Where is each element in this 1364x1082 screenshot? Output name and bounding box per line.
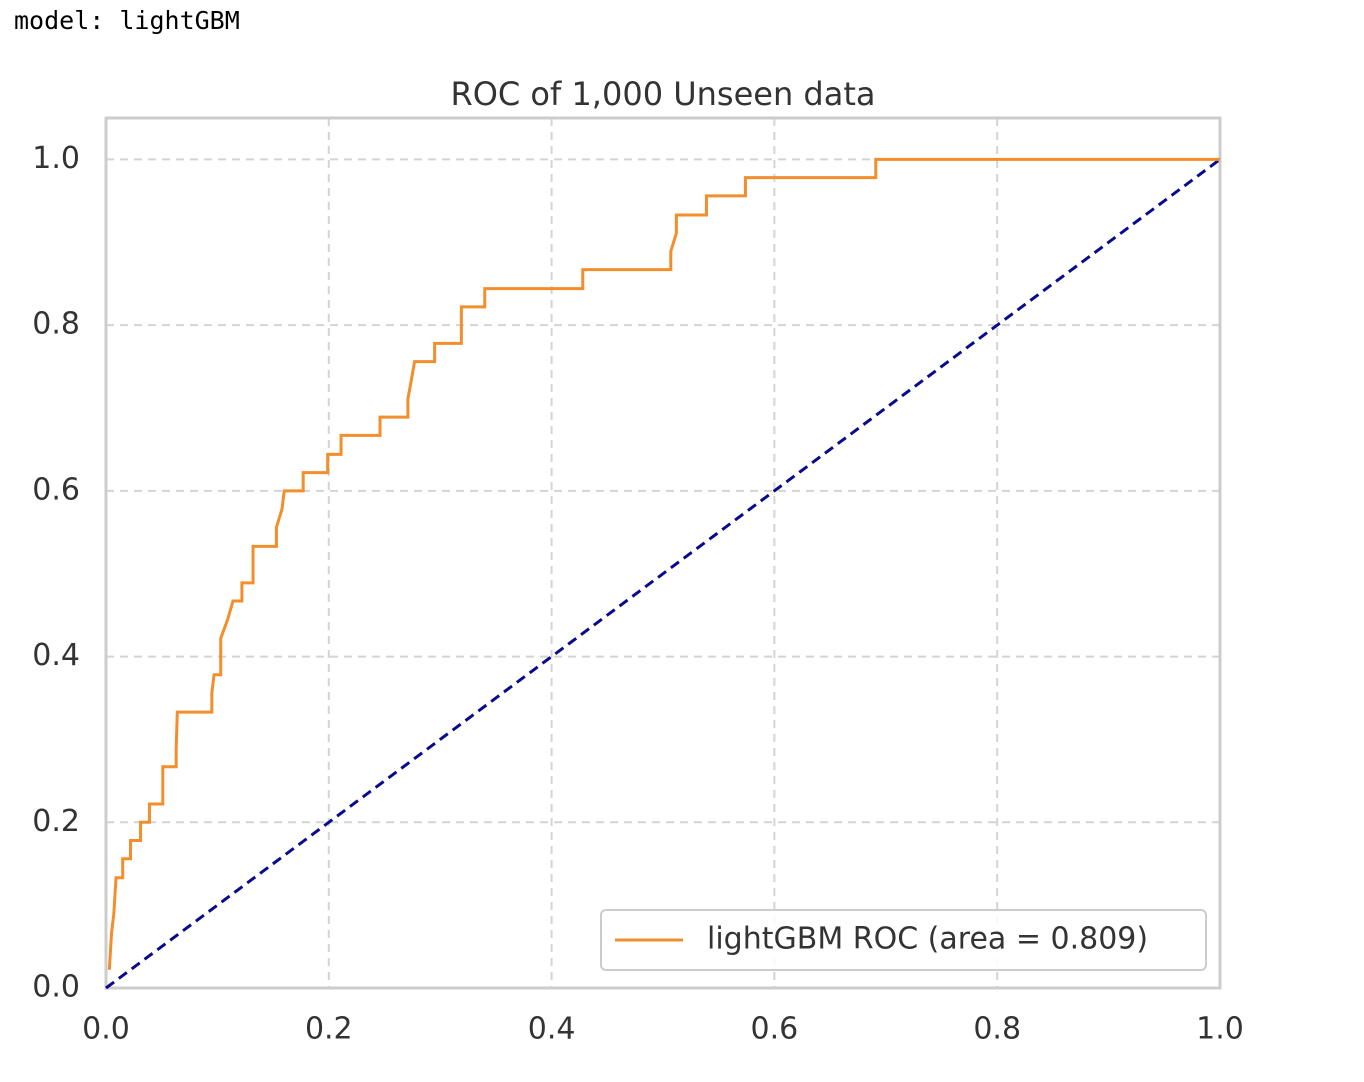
roc-line xyxy=(107,157,1220,970)
chart-title: ROC of 1,000 Unseen data xyxy=(450,75,875,113)
reference-line xyxy=(105,158,1221,990)
y-tick-label: 0.4 xyxy=(32,638,80,673)
y-tick-label: 0.0 xyxy=(32,970,80,1005)
x-tick-label: 0.4 xyxy=(528,1012,576,1047)
y-tick-label: 0.2 xyxy=(32,804,80,839)
x-tick-label: 0.2 xyxy=(305,1012,353,1047)
y-tick-label: 0.8 xyxy=(32,307,80,342)
x-tick-label: 0.6 xyxy=(751,1012,799,1047)
legend-label: lightGBM ROC (area = 0.809) xyxy=(707,922,1148,957)
y-tick-label: 1.0 xyxy=(32,141,80,176)
legend-box xyxy=(600,909,1207,971)
x-tick-label: 1.0 xyxy=(1196,1012,1244,1047)
output-header: model: lightGBM xyxy=(14,6,240,35)
plot-frame xyxy=(104,116,1222,990)
x-tick-label: 0.0 xyxy=(82,1012,130,1047)
y-tick-label: 0.6 xyxy=(32,472,80,507)
x-tick-label: 0.8 xyxy=(973,1012,1021,1047)
